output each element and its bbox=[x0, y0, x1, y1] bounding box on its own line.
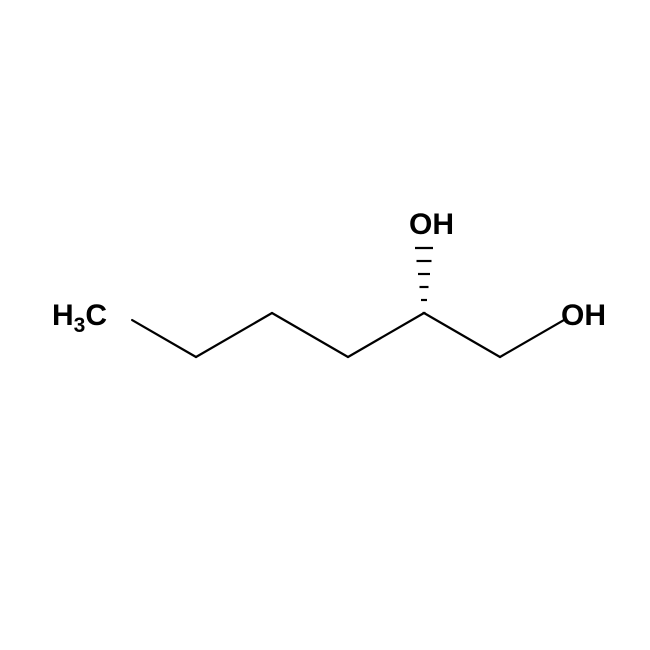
bond-single bbox=[196, 313, 272, 357]
bond-single bbox=[500, 320, 564, 357]
atom-label-o1: OH bbox=[561, 299, 606, 333]
bond-single bbox=[272, 313, 348, 357]
bond-hashed-wedge bbox=[415, 248, 433, 313]
bond-single bbox=[348, 313, 424, 357]
atom-label-o2: OH bbox=[409, 208, 454, 242]
bond-single bbox=[424, 313, 500, 357]
atom-label-c6: H3C bbox=[52, 299, 107, 338]
molecule-canvas: H3C OH OH bbox=[0, 0, 650, 650]
bond-single bbox=[132, 320, 196, 357]
